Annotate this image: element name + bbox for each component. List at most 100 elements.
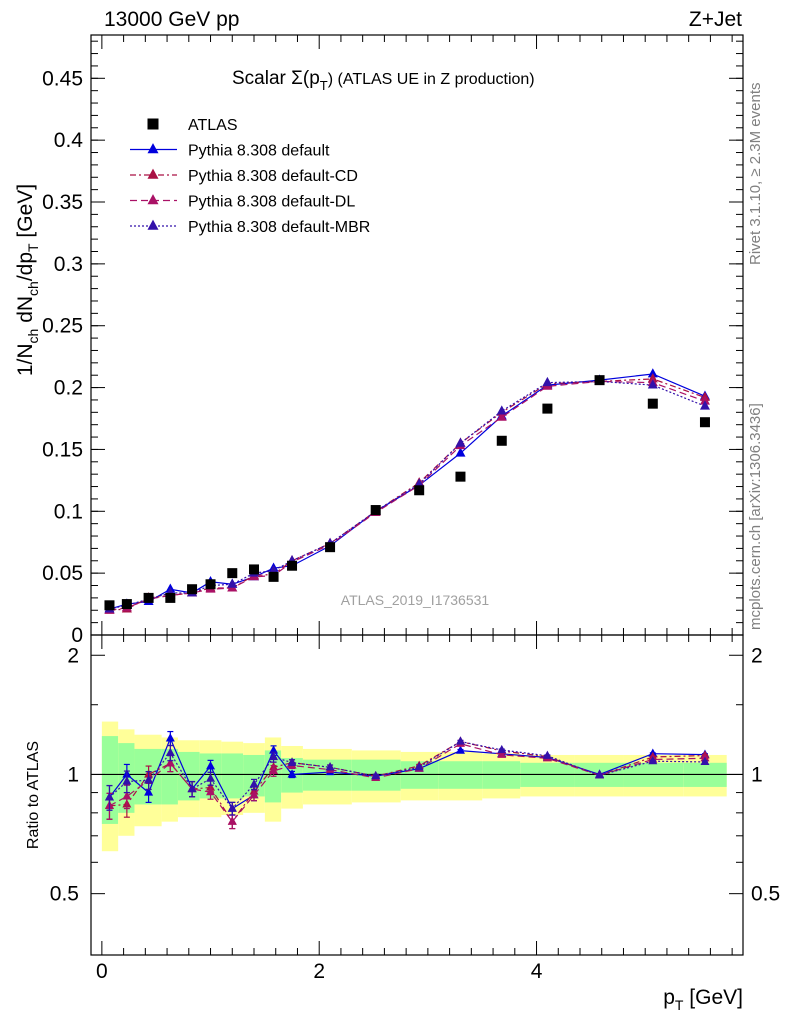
header-right: Z+Jet (689, 8, 742, 31)
watermark: ATLAS_2019_I1736531 (341, 592, 490, 608)
series-line-pythia-8-308-default-cd (109, 378, 706, 611)
data-point-atlas (104, 600, 115, 611)
data-point-atlas (542, 403, 553, 414)
ratio-point-pythia-8-308-default-dl (249, 789, 259, 799)
y-tick-label: 0.15 (42, 438, 83, 461)
data-point-pythia-8-308-default-mbr (268, 564, 279, 575)
data-point-atlas (268, 571, 279, 582)
x-tick-label: 2 (313, 960, 325, 983)
legend-marker-pythia-8-308-default-mbr (147, 219, 159, 230)
chart-title: Scalar Σ(pT) (ATLAS UE in Z production) (232, 68, 535, 93)
ratio-point-pythia-8-308-default-mbr (700, 756, 710, 766)
data-point-pythia-8-308-default-dl (699, 395, 710, 405)
ratio-point-pythia-8-308-default-mbr (497, 744, 507, 754)
ratio-point-pythia-8-308-default-dl (165, 758, 175, 767)
data-point-atlas (370, 505, 381, 516)
data-point-atlas (249, 564, 259, 575)
y-tick-label: 0.45 (42, 67, 83, 90)
chart-title-suffix: ) (ATLAS UE in Z production) (328, 71, 535, 88)
ratio-tick-label: 1 (67, 763, 79, 786)
data-point-atlas (165, 592, 176, 603)
ratio-point-pythia-8-308-default-mbr (371, 770, 381, 780)
legend-label-pythia-8-308-default-dl: Pythia 8.308 default-DL (188, 194, 355, 211)
data-point-pythia-8-308-default-mbr (542, 376, 553, 387)
y-tick-label: 0.25 (42, 315, 83, 338)
ratio-point-pythia-8-308-default-mbr (595, 770, 605, 779)
legend-marker-atlas (147, 118, 159, 130)
ratio-point-pythia-8-308-default (287, 769, 297, 778)
data-point-pythia-8-308-default (647, 368, 658, 378)
data-point-pythia-8-308-default-mbr (455, 437, 466, 447)
side-label-top: Rivet 3.1.10, ≥ 2.3M events (747, 83, 764, 266)
y-tick-label: 0.3 (54, 253, 83, 276)
ratio-point-pythia-8-308-default-mbr (187, 783, 197, 793)
legend-label-pythia-8-308-default-mbr: Pythia 8.308 default-MBR (188, 219, 370, 236)
data-point-pythia-8-308-default-mbr (647, 379, 658, 389)
ratio-point-pythia-8-308-default-mbr (144, 775, 154, 784)
ratio-point-pythia-8-308-default-mbr (414, 762, 424, 771)
ratio-tick-label-right: 0.5 (751, 883, 780, 906)
data-point-atlas (227, 568, 238, 579)
chart-title-prefix: Scalar Σ(p (232, 68, 320, 89)
ratio-point-pythia-8-308-default-mbr (542, 750, 552, 759)
header-left: 13000 GeV pp (104, 8, 239, 31)
legend: ATLAS Pythia 8.308 default Pythia 8.308 de… (130, 117, 370, 236)
data-point-atlas (594, 375, 605, 386)
ratio-point-pythia-8-308-default (165, 733, 175, 742)
series-line-pythia-8-308-default (109, 373, 706, 610)
ratio-point-pythia-8-308-default (455, 745, 465, 754)
uncertainty-bands (91, 721, 743, 852)
series-line-pythia-8-308-default-dl (109, 380, 706, 611)
ratio-point-pythia-8-308-default-mbr (122, 776, 132, 785)
data-point-pythia-8-308-default (455, 447, 466, 457)
ratio-tick-label-right: 2 (751, 644, 763, 667)
data-point-atlas (121, 599, 132, 610)
y-tick-label: 0.4 (54, 129, 84, 152)
ratio-point-pythia-8-308-default-dl (206, 786, 216, 796)
ratio-point-pythia-8-308-default-mbr (104, 792, 114, 801)
y-axis-label: 1/Nch dNch/dpT [GeV] (14, 184, 41, 376)
data-point-atlas (496, 435, 507, 446)
legend-marker-pythia-8-308-default-cd (147, 168, 159, 179)
band-inner (243, 754, 265, 797)
chart-title-sub: T (320, 78, 328, 93)
data-point-atlas (699, 417, 710, 428)
x-tick-label: 4 (531, 960, 543, 983)
y-tick-label: 0.2 (54, 377, 83, 400)
band-inner (221, 753, 244, 799)
ratio-point-pythia-8-308-default-mbr (287, 757, 297, 766)
legend-marker-pythia-8-308-default (147, 143, 159, 154)
data-point-pythia-8-308-default-mbr (227, 578, 238, 588)
ratio-tick-label: 0.5 (50, 883, 79, 906)
ratio-point-pythia-8-308-default-mbr (227, 803, 237, 812)
ratio-point-pythia-8-308-default-mbr (455, 736, 465, 745)
ratio-point-pythia-8-308-default-dl (497, 749, 507, 758)
ratio-series (104, 730, 710, 830)
data-point-atlas (414, 485, 425, 496)
main-series (104, 368, 710, 614)
y-tick-label: 0.35 (42, 191, 83, 214)
ratio-point-pythia-8-308-default-mbr (165, 747, 175, 757)
ratio-point-pythia-8-308-default-dl (227, 816, 237, 825)
y-tick-label: 0.1 (54, 500, 83, 523)
legend-marker-pythia-8-308-default-dl (147, 194, 159, 205)
data-point-atlas (647, 398, 658, 409)
ratio-point-pythia-8-308-default-mbr (325, 762, 335, 771)
data-point-pythia-8-308-default-mbr (414, 478, 425, 488)
ratio-tick-label-right: 1 (751, 763, 763, 786)
side-label-bottom: mcplots.cern.ch [arXiv:1306.3436] (747, 403, 764, 630)
x-axis-label: pT [GeV] (663, 986, 743, 1013)
ratio-point-pythia-8-308-default-mbr (206, 773, 216, 782)
ratio-point-pythia-8-308-default (206, 761, 216, 770)
data-point-pythia-8-308-default-mbr (699, 400, 710, 410)
ratio-tick-label: 2 (67, 644, 79, 667)
axis-ticks: 00.050.10.150.20.250.30.350.40.450 2 40.5 0… (42, 35, 780, 983)
ratio-y-axis-label: Ratio to ATLAS (25, 741, 42, 849)
band-inner (161, 748, 178, 805)
data-point-atlas (325, 542, 336, 553)
x-tick-label: 0 (96, 960, 108, 983)
legend-label-atlas: ATLAS (188, 117, 238, 134)
ratio-point-pythia-8-308-default-mbr (269, 751, 279, 761)
data-point-pythia-8-308-default-mbr (496, 405, 507, 415)
